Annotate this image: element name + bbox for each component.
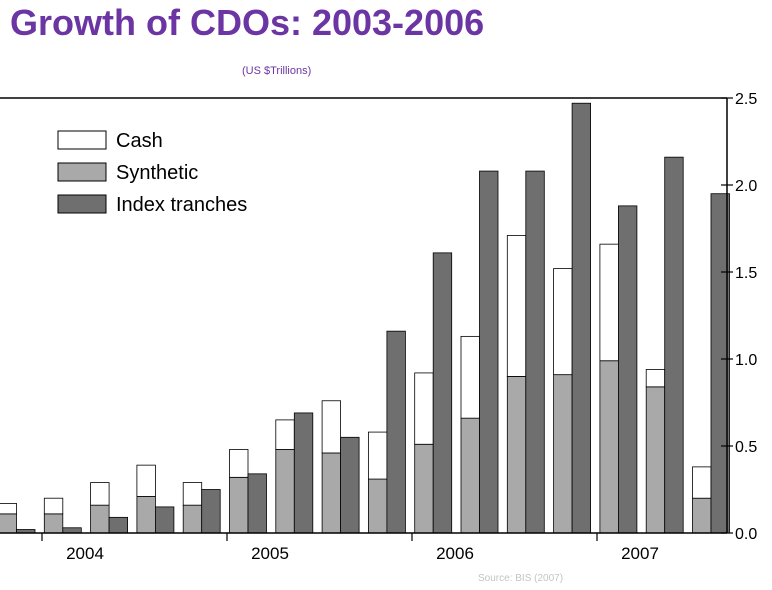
bar-cash	[136, 464, 156, 497]
chart-subtitle: (US $Trillions)	[242, 65, 312, 77]
bar-index-tranches	[201, 489, 221, 534]
source-note: Source: BIS (2007)	[478, 573, 564, 584]
legend: Cash Synthetic Index tranches	[57, 130, 247, 216]
bar-cash	[460, 335, 480, 419]
bar-group	[0, 102, 730, 534]
legend-swatch	[57, 194, 107, 214]
bar-synthetic	[599, 360, 619, 534]
legend-label: Cash	[116, 130, 163, 152]
x-tick-label: 2006	[436, 544, 474, 563]
bar-cash	[645, 369, 666, 388]
bar-cash	[90, 482, 110, 506]
bar-cash	[182, 482, 203, 506]
bar-index-tranches	[293, 412, 314, 534]
x-tick-label: 2007	[621, 544, 659, 563]
page-title: Growth of CDOs: 2003-2006	[10, 2, 485, 43]
bar-cash	[43, 497, 64, 515]
bar-cash	[553, 268, 573, 376]
x-tick-label: 2005	[251, 544, 289, 563]
bar-cash	[414, 372, 434, 445]
bar-cash	[599, 243, 619, 362]
y-tick-label: 1.5	[735, 265, 757, 282]
bar-synthetic	[43, 513, 64, 534]
legend-label: Synthetic	[116, 162, 198, 184]
bar-cash	[692, 466, 712, 499]
bar-index-tranches	[571, 102, 591, 534]
bar-index-tranches	[154, 506, 175, 534]
bar-synthetic	[692, 497, 712, 534]
y-tick-label: 1.0	[735, 352, 757, 369]
y-tick-label: 2.0	[735, 178, 757, 195]
bar-synthetic	[0, 513, 17, 534]
bar-synthetic	[136, 496, 156, 534]
y-tick-label: 0.0	[735, 526, 757, 543]
bar-cash	[229, 449, 249, 478]
bar-synthetic	[553, 374, 573, 534]
bar-synthetic	[460, 417, 480, 534]
bar-synthetic	[90, 504, 110, 534]
bar-cash	[0, 503, 17, 515]
axes-group: 0.0 0.5 1.0 1.5 2.0 2.5 2004 2005 2006 2007	[0, 91, 757, 563]
bar-synthetic	[506, 375, 527, 534]
bar-index-tranches	[62, 527, 82, 534]
bar-index-tranches	[386, 330, 406, 534]
bar-cash	[275, 419, 295, 450]
bar-synthetic	[414, 443, 434, 534]
bar-index-tranches	[618, 205, 638, 534]
bar-cash	[506, 235, 527, 377]
bar-index-tranches	[664, 156, 684, 534]
legend-swatch	[57, 162, 107, 182]
bar-synthetic	[182, 504, 203, 534]
bar-synthetic	[275, 449, 295, 534]
legend-swatch	[57, 130, 107, 150]
bar-cash	[367, 431, 388, 480]
bar-synthetic	[321, 452, 342, 534]
bar-index-tranches	[432, 252, 453, 534]
bar-synthetic	[229, 476, 249, 534]
bar-index-tranches	[247, 473, 267, 534]
x-tick-label: 2004	[66, 544, 104, 563]
legend-label: Index tranches	[116, 194, 247, 216]
bar-index-tranches	[479, 170, 499, 534]
bar-synthetic	[645, 386, 666, 534]
bar-index-tranches	[525, 170, 545, 534]
bar-index-tranches	[108, 516, 128, 534]
bar-cash	[321, 400, 342, 454]
y-tick-label: 2.5	[735, 91, 757, 108]
bar-index-tranches	[340, 436, 360, 534]
y-tick-label: 0.5	[735, 439, 757, 456]
bar-synthetic	[367, 478, 388, 534]
